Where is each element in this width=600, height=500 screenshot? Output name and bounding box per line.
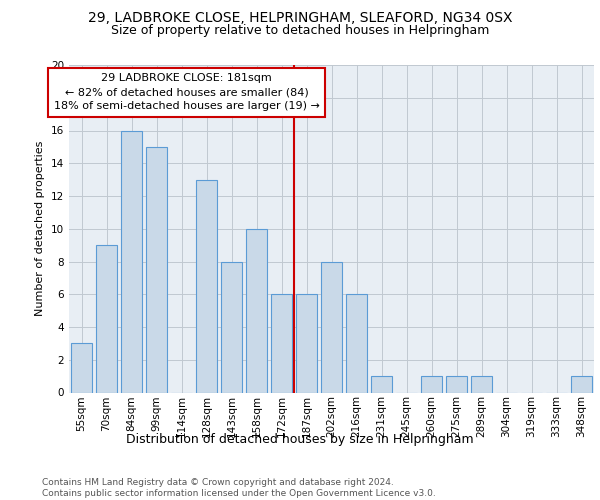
Bar [296, 294, 317, 392]
Bar [146, 147, 167, 392]
Bar [221, 262, 242, 392]
Text: Contains HM Land Registry data © Crown copyright and database right 2024.
Contai: Contains HM Land Registry data © Crown c… [42, 478, 436, 498]
Bar [246, 229, 267, 392]
Bar [71, 344, 92, 392]
Text: 29, LADBROKE CLOSE, HELPRINGHAM, SLEAFORD, NG34 0SX: 29, LADBROKE CLOSE, HELPRINGHAM, SLEAFOR… [88, 11, 512, 25]
Bar [346, 294, 367, 392]
Bar [446, 376, 467, 392]
Y-axis label: Number of detached properties: Number of detached properties [35, 141, 46, 316]
Bar [471, 376, 492, 392]
Bar [571, 376, 592, 392]
Text: 29 LADBROKE CLOSE: 181sqm
← 82% of detached houses are smaller (84)
18% of semi-: 29 LADBROKE CLOSE: 181sqm ← 82% of detac… [53, 73, 319, 111]
Bar [271, 294, 292, 392]
Bar [96, 245, 117, 392]
Text: Distribution of detached houses by size in Helpringham: Distribution of detached houses by size … [126, 432, 474, 446]
Bar [121, 130, 142, 392]
Bar [421, 376, 442, 392]
Bar [321, 262, 342, 392]
Bar [371, 376, 392, 392]
Bar [196, 180, 217, 392]
Text: Size of property relative to detached houses in Helpringham: Size of property relative to detached ho… [111, 24, 489, 37]
